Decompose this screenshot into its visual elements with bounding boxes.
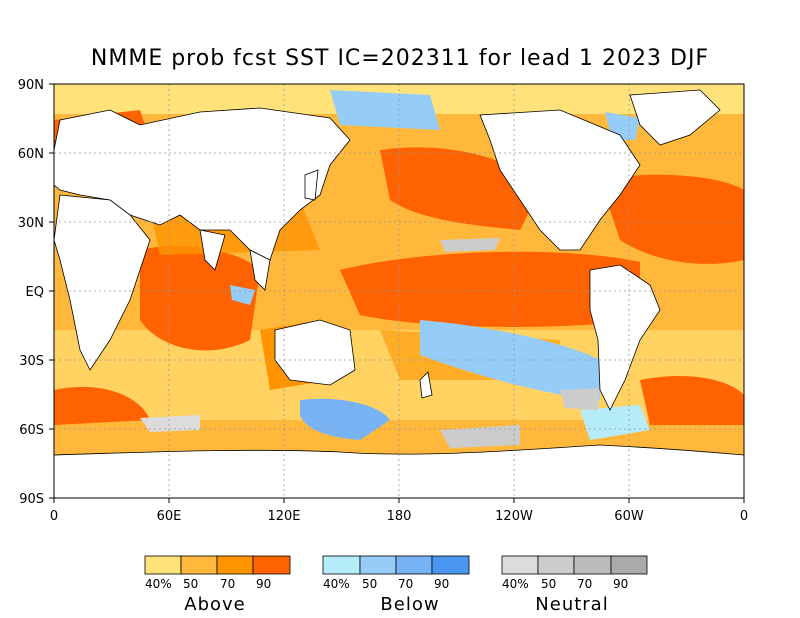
- legend-tick-label: 40%: [145, 577, 172, 591]
- legend-swatch: [216, 555, 254, 575]
- y-axis-labels: 90N 60N 30N EQ 30S 60S 90S: [18, 78, 44, 507]
- legend-tick-label: 90: [256, 577, 271, 591]
- legend-tick-label: 70: [577, 577, 592, 591]
- legend-swatch: [180, 555, 218, 575]
- y-tick-label: 30S: [19, 354, 44, 369]
- legend-title: Above: [184, 594, 245, 615]
- legend-neutral: 40% 50 70 90 Neutral: [501, 555, 648, 615]
- y-tick-label: 30N: [18, 216, 44, 231]
- legend-below: 40% 50 70 90 Below: [322, 555, 470, 615]
- legend-tick-label: 40%: [323, 577, 350, 591]
- legend-above: 40% 50 70 90 Above: [144, 555, 291, 615]
- map-title: NMME prob fcst SST IC=202311 for lead 1 …: [90, 46, 710, 71]
- legend-swatch: [573, 555, 612, 575]
- legend-swatch: [359, 555, 397, 575]
- x-tick-label: 120W: [495, 509, 533, 524]
- legend-tick-label: 50: [183, 577, 198, 591]
- legend-tick-label: 90: [613, 577, 628, 591]
- legend-tick-label: 50: [541, 577, 556, 591]
- y-tick-label: 90N: [18, 78, 44, 93]
- legend-tick-label: 40%: [502, 577, 529, 591]
- y-tick-label: EQ: [26, 285, 44, 300]
- legend-swatch: [537, 555, 575, 575]
- x-tick-label: 0: [50, 509, 58, 524]
- y-tick-label: 90S: [19, 492, 44, 507]
- legend-swatch: [252, 555, 291, 575]
- x-tick-label: 60W: [614, 509, 644, 524]
- y-tick-label: 60N: [18, 147, 44, 162]
- legend-swatch: [610, 555, 648, 575]
- x-tick-label: 60E: [157, 509, 182, 524]
- legend-swatch: [501, 555, 539, 575]
- legend-swatch: [395, 555, 433, 575]
- legend-tick-label: 70: [220, 577, 235, 591]
- legend-tick-label: 70: [398, 577, 413, 591]
- x-tick-label: 0: [740, 509, 748, 524]
- legend-tick-label: 90: [434, 577, 449, 591]
- legend-tick-label: 50: [362, 577, 377, 591]
- y-tick-label: 60S: [19, 423, 44, 438]
- x-tick-label: 120E: [267, 509, 300, 524]
- legend-title: Neutral: [535, 594, 608, 615]
- land-masses: [54, 89, 744, 498]
- x-axis-labels: 0 60E 120E 180 120W 60W 0: [50, 509, 748, 524]
- grid-lines: [54, 84, 744, 498]
- legend-title: Below: [380, 594, 439, 615]
- axis-ticks: [49, 83, 745, 503]
- legend-swatch: [431, 555, 470, 575]
- x-tick-label: 180: [387, 509, 412, 524]
- legend-swatch: [144, 555, 182, 575]
- legend-swatch: [322, 555, 361, 575]
